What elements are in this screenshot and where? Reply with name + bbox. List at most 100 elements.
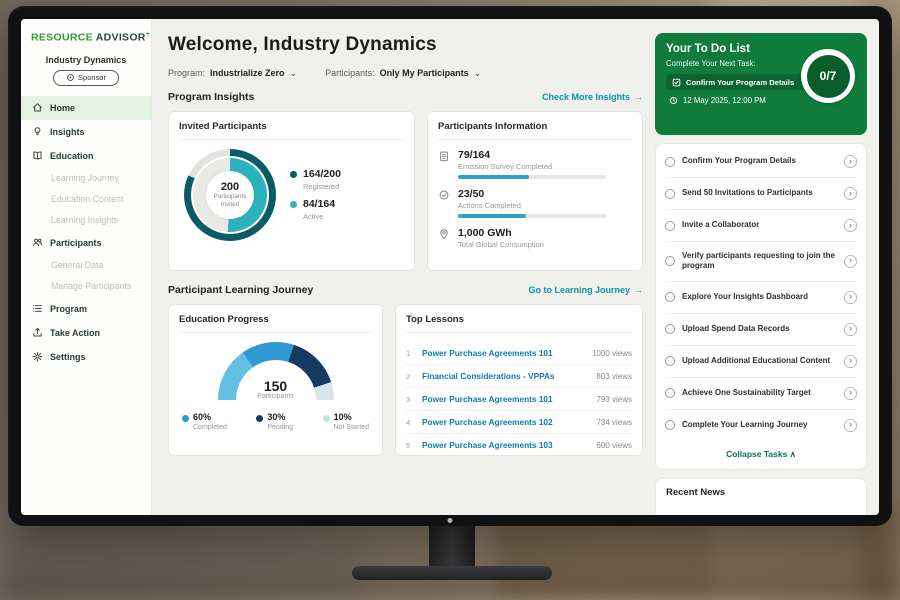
education-progress-card: Education Progress 150 Participants bbox=[168, 304, 383, 456]
task-checkbox[interactable] bbox=[665, 356, 675, 367]
stat-emission-survey: 79/164 Emission Survey Completed bbox=[438, 149, 632, 179]
org-name: Industry Dynamics bbox=[45, 54, 127, 65]
book-icon bbox=[33, 151, 42, 160]
sidebar-item-program[interactable]: Program bbox=[21, 297, 151, 321]
task-row[interactable]: Upload Spend Data Records › bbox=[665, 314, 857, 346]
go-to-learning-journey-link[interactable]: Go to Learning Journey → bbox=[528, 285, 643, 295]
lesson-rank: 4 bbox=[406, 417, 411, 427]
chevron-right-icon[interactable]: › bbox=[844, 386, 857, 400]
lesson-link[interactable]: Financial Considerations - VPPAs bbox=[422, 371, 555, 381]
sidebar-item-insights[interactable]: Insights bbox=[21, 120, 151, 144]
sidebar-item-general-data[interactable]: General Data bbox=[51, 260, 104, 270]
participants-filter-dropdown[interactable]: Participants: Only My Participants ⌄ bbox=[325, 68, 481, 78]
task-row[interactable]: Verify participants requesting to join t… bbox=[665, 242, 857, 282]
sidebar-item-manage-participants[interactable]: Manage Participants bbox=[51, 281, 132, 291]
collapse-tasks-link[interactable]: Collapse Tasks ∧ bbox=[665, 441, 857, 467]
section-title: Participant Learning Journey bbox=[168, 284, 314, 296]
recent-news-title: Recent News bbox=[666, 486, 726, 498]
invited-donut-chart: 200 Participants Invited bbox=[184, 149, 276, 241]
lesson-link[interactable]: Power Purchase Agreements 101 bbox=[422, 348, 553, 358]
chevron-right-icon[interactable]: › bbox=[844, 187, 857, 200]
lesson-row: 3 Power Purchase Agreements 101 793 view… bbox=[406, 388, 632, 411]
todo-progress-value: 0/7 bbox=[819, 69, 837, 83]
next-task-chip[interactable]: Confirm Your Program Details bbox=[666, 74, 806, 90]
chevron-right-icon[interactable]: › bbox=[844, 418, 857, 432]
program-filter-value: Industrialize Zero bbox=[210, 68, 285, 78]
arrow-right-icon: → bbox=[634, 92, 643, 102]
task-row[interactable]: Complete Your Learning Journey › bbox=[665, 410, 857, 441]
legend-not-started: 10% Not Started bbox=[322, 412, 369, 431]
sidebar-item-take-action[interactable]: Take Action bbox=[21, 321, 151, 345]
chevron-right-icon[interactable]: › bbox=[844, 322, 857, 336]
participants-information-card: Participants Information 79/164 Emission… bbox=[427, 111, 643, 271]
task-checkbox[interactable] bbox=[665, 292, 675, 303]
sidebar-item-label: Home bbox=[50, 102, 76, 113]
stat-value: 79/164 bbox=[458, 149, 491, 161]
program-filter-dropdown[interactable]: Program: Industrialize Zero ⌄ bbox=[168, 68, 297, 78]
monitor-stand-base bbox=[352, 566, 552, 580]
todo-title: Your To Do List bbox=[666, 43, 750, 55]
chevron-down-icon: ⌄ bbox=[473, 67, 482, 78]
task-label: Explore Your Insights Dashboard bbox=[682, 292, 808, 302]
not-started-dot bbox=[322, 415, 330, 422]
task-row[interactable]: Upload Additional Educational Content › bbox=[665, 346, 857, 378]
sidebar-item-home[interactable]: Home bbox=[21, 95, 151, 120]
actions-progress-bar bbox=[458, 214, 606, 218]
lesson-link[interactable]: Power Purchase Agreements 102 bbox=[422, 417, 553, 427]
sidebar-item-learning-journey[interactable]: Learning Journey bbox=[51, 173, 119, 183]
sidebar-item-learning-insights[interactable]: Learning Insights bbox=[51, 215, 118, 225]
legend-registered: 164/200 Registered bbox=[290, 169, 341, 191]
task-checkbox[interactable] bbox=[665, 220, 675, 231]
section-title: Program Insights bbox=[168, 91, 255, 103]
task-checkbox[interactable] bbox=[665, 256, 675, 267]
registered-dot bbox=[290, 171, 297, 179]
sponsor-badge[interactable]: Sponsor bbox=[53, 69, 119, 86]
task-row[interactable]: Achieve One Sustainability Target › bbox=[665, 378, 857, 410]
pending-value: 30% bbox=[267, 412, 286, 422]
lesson-row: 5 Power Purchase Agreements 103 600 view… bbox=[406, 434, 632, 456]
chevron-right-icon[interactable]: › bbox=[844, 155, 857, 168]
task-row[interactable]: Confirm Your Program Details › bbox=[665, 146, 857, 178]
sidebar-item-label: Insights bbox=[50, 126, 85, 137]
lesson-rank: 1 bbox=[406, 348, 411, 358]
insights-cards-row: Invited Participants 200 Participants In… bbox=[168, 111, 643, 271]
chevron-right-icon[interactable]: › bbox=[844, 354, 857, 368]
chevron-right-icon[interactable]: › bbox=[844, 254, 857, 268]
app-window: RESOURCE ADVISOR+ Industry Dynamics Spon… bbox=[21, 19, 879, 515]
lesson-link[interactable]: Power Purchase Agreements 103 bbox=[422, 440, 553, 450]
sidebar-item-label: Program bbox=[50, 303, 88, 314]
clock-icon bbox=[669, 96, 678, 105]
task-checkbox[interactable] bbox=[665, 388, 675, 399]
task-label: Complete Your Learning Journey bbox=[682, 420, 808, 430]
stat-global-consumption: 1,000 GWh Total Global Consumption bbox=[438, 227, 632, 253]
gauge-center-value: 150 bbox=[263, 378, 288, 394]
stat-value: 23/50 bbox=[458, 188, 485, 200]
todo-summary-card: Your To Do List Complete Your Next Task:… bbox=[655, 33, 867, 135]
task-checkbox[interactable] bbox=[665, 324, 675, 335]
task-checkbox[interactable] bbox=[665, 188, 675, 199]
not-started-value: 10% bbox=[333, 412, 352, 422]
not-started-label: Not Started bbox=[333, 423, 369, 431]
sidebar-item-education[interactable]: Education bbox=[21, 144, 151, 168]
todo-progress-ring: 0/7 bbox=[801, 49, 855, 103]
collapse-label: Collapse Tasks bbox=[726, 448, 788, 459]
task-checkbox[interactable] bbox=[665, 156, 675, 167]
power-led bbox=[447, 518, 453, 523]
check-more-insights-link[interactable]: Check More Insights → bbox=[542, 92, 643, 102]
lesson-row: 2 Financial Considerations - VPPAs 803 v… bbox=[406, 365, 632, 388]
donut-center-value: 200 bbox=[220, 181, 240, 194]
sidebar-item-education-content[interactable]: Education Content bbox=[51, 194, 124, 204]
lesson-views: 793 views bbox=[596, 394, 632, 404]
task-row[interactable]: Invite a Collaborator › bbox=[665, 210, 857, 242]
task-row[interactable]: Send 50 Invitations to Participants › bbox=[665, 178, 857, 210]
brand-secondary: ADVISOR bbox=[95, 31, 146, 44]
chevron-right-icon[interactable]: › bbox=[844, 219, 857, 232]
task-row[interactable]: Explore Your Insights Dashboard › bbox=[665, 282, 857, 314]
task-checkbox[interactable] bbox=[665, 420, 675, 431]
sidebar-item-participants[interactable]: Participants bbox=[21, 231, 151, 255]
sidebar-item-settings[interactable]: Settings bbox=[21, 345, 151, 369]
lesson-link[interactable]: Power Purchase Agreements 101 bbox=[422, 394, 553, 404]
task-label: Upload Additional Educational Content bbox=[682, 356, 831, 366]
chevron-right-icon[interactable]: › bbox=[844, 290, 857, 304]
checkbox-icon bbox=[672, 78, 681, 86]
